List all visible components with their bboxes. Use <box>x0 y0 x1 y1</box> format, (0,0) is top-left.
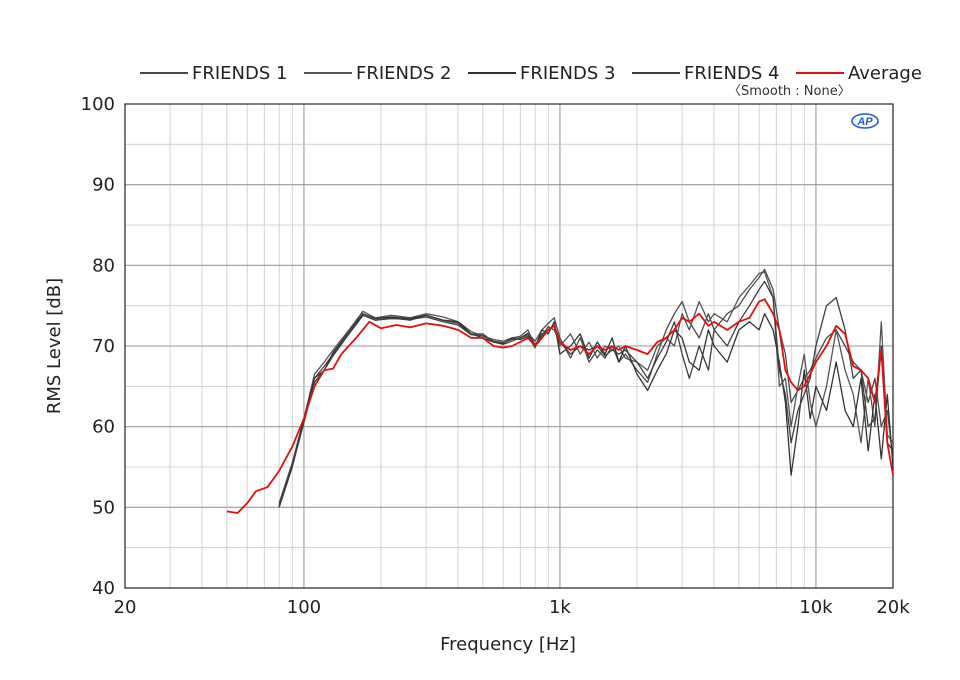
legend-item-friends-4: FRIENDS 4 <box>632 61 779 85</box>
x-axis-label: Frequency [Hz] <box>440 634 576 655</box>
legend-label: FRIENDS 4 <box>684 62 780 84</box>
legend-label: FRIENDS 2 <box>356 62 452 84</box>
series-line-friends-3 <box>278 313 894 506</box>
legend-swatch <box>304 72 352 74</box>
legend-item-friends-2: FRIENDS 2 <box>304 61 451 85</box>
y-tick-label: 100 <box>81 94 115 115</box>
x-tick-label: 20k <box>876 597 910 618</box>
y-tick-label: 40 <box>92 578 115 599</box>
legend: FRIENDS 1 FRIENDS 2 FRIENDS 3 FRIENDS 4 … <box>140 61 940 85</box>
series-lines <box>226 268 894 514</box>
grid <box>125 104 893 588</box>
smoothing-note: 〈Smooth : None〉 <box>728 84 851 99</box>
legend-swatch <box>796 72 844 74</box>
x-tick-label: 20 <box>114 597 137 618</box>
y-tick-label: 80 <box>92 255 115 276</box>
y-tick-label: 90 <box>92 175 115 196</box>
x-tick-label: 100 <box>287 597 321 618</box>
legend-item-friends-1: FRIENDS 1 <box>140 61 287 85</box>
legend-swatch <box>632 72 680 74</box>
y-tick-label: 70 <box>92 336 115 357</box>
series-line-friends-2 <box>278 271 894 504</box>
legend-item-friends-3: FRIENDS 3 <box>468 61 615 85</box>
legend-swatch <box>468 72 516 74</box>
series-line-friends-4 <box>278 280 894 508</box>
y-axis-label: RMS Level [dB] <box>44 278 65 414</box>
legend-label: FRIENDS 1 <box>192 62 288 84</box>
x-tick-label: 1k <box>549 597 571 618</box>
tick-labels: 20 100 1k 10k 20k 40 50 60 70 80 90 100 <box>81 94 911 618</box>
plot-border <box>124 103 894 589</box>
legend-item-average: Average <box>796 61 922 85</box>
ap-logo-icon: AP <box>851 113 879 129</box>
series-line-average <box>226 298 894 514</box>
legend-label: FRIENDS 3 <box>520 62 616 84</box>
y-tick-label: 50 <box>92 497 115 518</box>
legend-swatch <box>140 72 188 74</box>
legend-label: Average <box>848 62 922 84</box>
svg-text:AP: AP <box>856 116 873 128</box>
x-tick-label: 10k <box>799 597 833 618</box>
y-tick-label: 60 <box>92 417 115 438</box>
